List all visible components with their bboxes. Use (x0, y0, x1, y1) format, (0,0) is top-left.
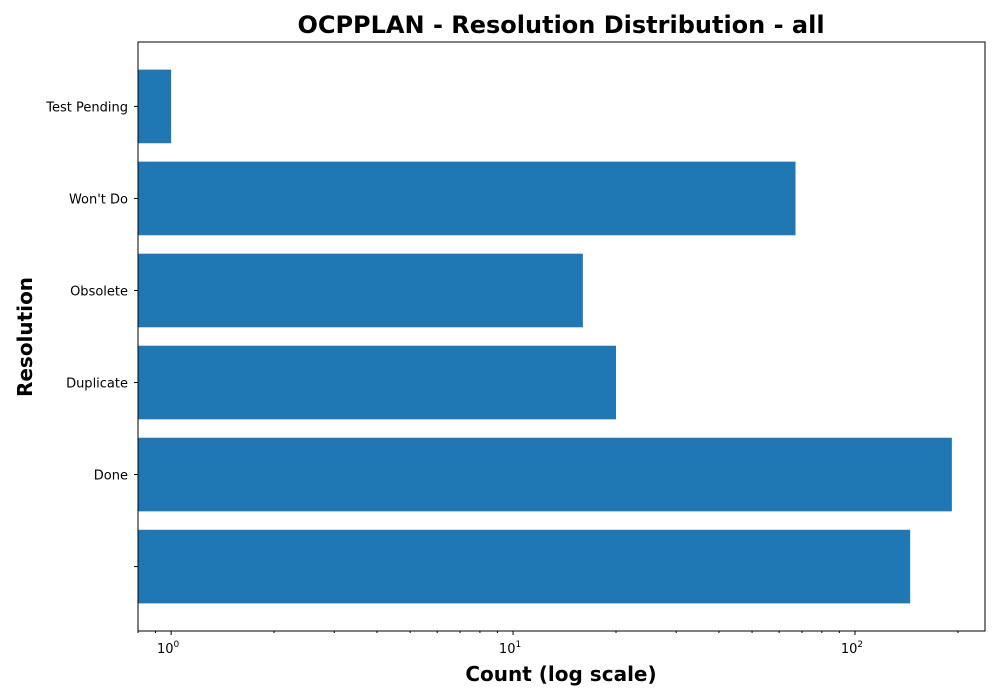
bar-test-pending (138, 69, 172, 144)
y-tick-label: Obsolete (70, 284, 128, 299)
bar-obsolete (138, 253, 583, 328)
y-tick-label: Won't Do (69, 192, 128, 207)
bar-done (138, 437, 952, 512)
x-tick-label: 102 (841, 640, 863, 657)
y-axis-label: Resolution (13, 277, 37, 397)
plot-frame (137, 41, 986, 632)
y-tick-label: Done (94, 469, 128, 484)
x-tick-label: 101 (499, 640, 521, 657)
bar-duplicate (138, 345, 616, 420)
chart-title: OCPPLAN - Resolution Distribution - all (297, 11, 824, 39)
y-tick-label: Test Pending (45, 100, 128, 115)
y-axis-ticks: Done Duplicate Obsolete Won't Do Test Pendin… (45, 100, 138, 568)
x-tick-label: 100 (157, 640, 180, 657)
bar-blank (138, 529, 911, 604)
x-axis-ticks: 100 101 102 (137, 631, 959, 657)
y-tick-label: Duplicate (66, 377, 128, 392)
bars-group (138, 69, 952, 604)
x-axis-label: Count (log scale) (465, 662, 656, 686)
bar-won-t-do (138, 161, 796, 236)
